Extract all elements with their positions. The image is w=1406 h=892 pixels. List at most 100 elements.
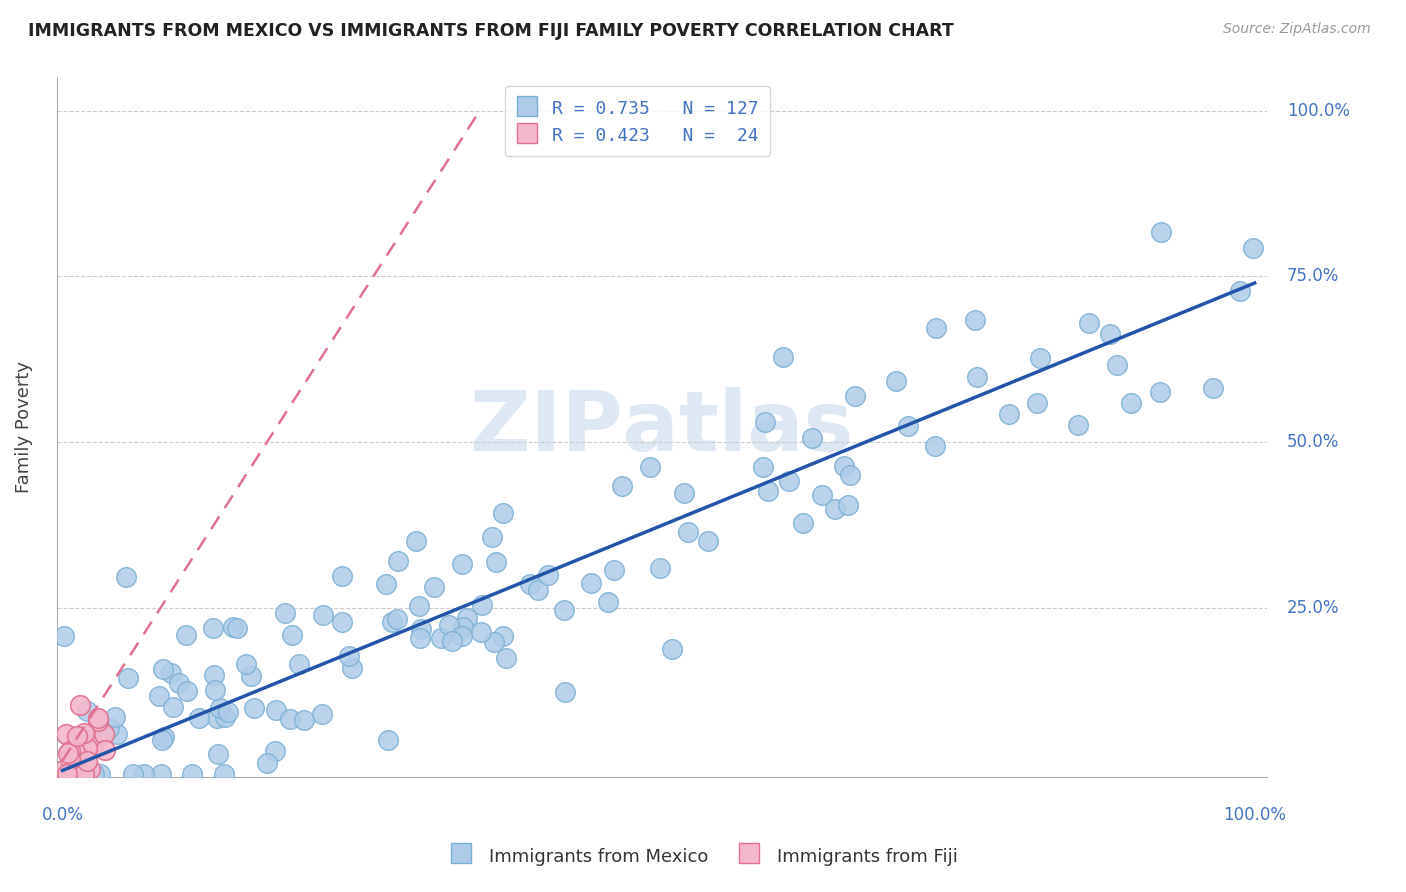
Point	[380, 615, 402, 629]
Point	[492, 630, 515, 644]
Point	[1098, 326, 1121, 341]
Point	[1241, 241, 1264, 255]
Point	[492, 506, 515, 520]
Point	[76, 740, 98, 755]
Text: ZIP⁠atlas: ZIP⁠atlas	[470, 387, 853, 467]
Point	[69, 698, 91, 712]
Point	[288, 657, 311, 671]
Point	[52, 629, 75, 643]
Point	[243, 701, 266, 715]
Point	[62, 760, 84, 774]
Point	[966, 370, 988, 384]
Point	[62, 750, 84, 764]
Point	[76, 754, 98, 768]
Point	[72, 766, 94, 780]
Point	[387, 554, 409, 568]
Point	[579, 575, 602, 590]
Point	[208, 701, 231, 715]
Point	[495, 651, 517, 665]
Point	[792, 516, 814, 530]
Point	[132, 766, 155, 780]
Point	[471, 598, 494, 612]
Point	[385, 612, 408, 626]
Point	[648, 561, 671, 575]
Point	[82, 737, 104, 751]
Point	[408, 599, 430, 613]
Point	[884, 374, 907, 388]
Point	[180, 766, 202, 780]
Point	[440, 634, 463, 648]
Point	[56, 746, 79, 760]
Point	[437, 618, 460, 632]
Point	[264, 744, 287, 758]
Point	[202, 621, 225, 635]
Point	[1105, 359, 1128, 373]
Point	[202, 668, 225, 682]
Point	[281, 628, 304, 642]
Point	[274, 606, 297, 620]
Y-axis label: Family Poverty: Family Poverty	[15, 361, 32, 493]
Point	[553, 603, 575, 617]
Point	[925, 320, 948, 334]
Point	[470, 625, 492, 640]
Point	[97, 722, 120, 736]
Point	[450, 629, 472, 643]
Point	[87, 714, 110, 728]
Point	[217, 705, 239, 719]
Point	[752, 459, 775, 474]
Point	[837, 498, 859, 512]
Point	[377, 733, 399, 747]
Point	[59, 744, 82, 758]
Point	[451, 620, 474, 634]
Point	[485, 555, 508, 569]
Point	[235, 657, 257, 672]
Point	[56, 766, 79, 780]
Point	[526, 583, 548, 598]
Point	[89, 766, 111, 780]
Point	[93, 726, 115, 740]
Point	[1202, 381, 1225, 395]
Text: IMMIGRANTS FROM MEXICO VS IMMIGRANTS FROM FIJI FAMILY POVERTY CORRELATION CHART: IMMIGRANTS FROM MEXICO VS IMMIGRANTS FRO…	[28, 22, 953, 40]
Point	[1149, 384, 1171, 399]
Point	[312, 607, 335, 622]
Point	[204, 682, 226, 697]
Point	[225, 621, 247, 635]
Point	[76, 704, 98, 718]
Point	[330, 615, 353, 629]
Point	[83, 766, 105, 780]
Point	[1229, 284, 1251, 298]
Point	[174, 628, 197, 642]
Point	[52, 763, 75, 777]
Point	[311, 706, 333, 721]
Point	[207, 747, 229, 761]
Text: 0.0%: 0.0%	[42, 805, 83, 823]
Point	[337, 649, 360, 664]
Point	[678, 524, 700, 539]
Text: 100.0%: 100.0%	[1286, 102, 1350, 120]
Point	[924, 439, 946, 453]
Point	[264, 703, 287, 717]
Point	[152, 662, 174, 676]
Text: Source: ZipAtlas.com: Source: ZipAtlas.com	[1223, 22, 1371, 37]
Point	[256, 756, 278, 770]
Point	[167, 675, 190, 690]
Point	[405, 533, 427, 548]
Point	[811, 488, 834, 502]
Point	[672, 486, 695, 500]
Point	[153, 730, 176, 744]
Point	[537, 568, 560, 582]
Point	[63, 745, 86, 759]
Point	[429, 632, 451, 646]
Text: 25.0%: 25.0%	[1286, 599, 1340, 617]
Point	[278, 712, 301, 726]
Point	[1067, 418, 1090, 433]
Point	[150, 732, 173, 747]
Legend: Immigrants from Mexico, Immigrants from Fiji: Immigrants from Mexico, Immigrants from …	[440, 838, 966, 874]
Point	[554, 685, 576, 699]
Point	[824, 502, 846, 516]
Point	[801, 431, 824, 445]
Point	[72, 766, 94, 780]
Point	[55, 727, 77, 741]
Point	[86, 711, 108, 725]
Point	[162, 700, 184, 714]
